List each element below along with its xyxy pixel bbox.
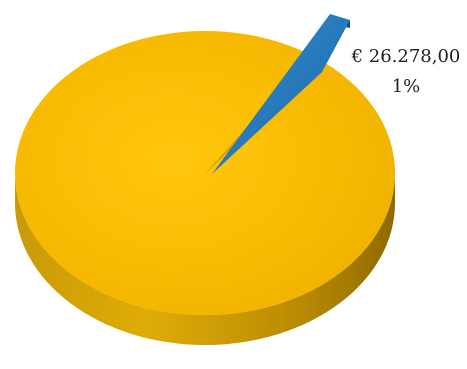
slice-value-label: € 26.278,00 [351,46,461,67]
pie-body [15,31,395,345]
pie-slice-small-top [212,14,350,174]
pie-side-wall [15,173,395,345]
pie-slice-small [212,14,350,174]
slice-percent-label: 1% [392,76,421,97]
pie-slice-large-top [15,31,395,315]
